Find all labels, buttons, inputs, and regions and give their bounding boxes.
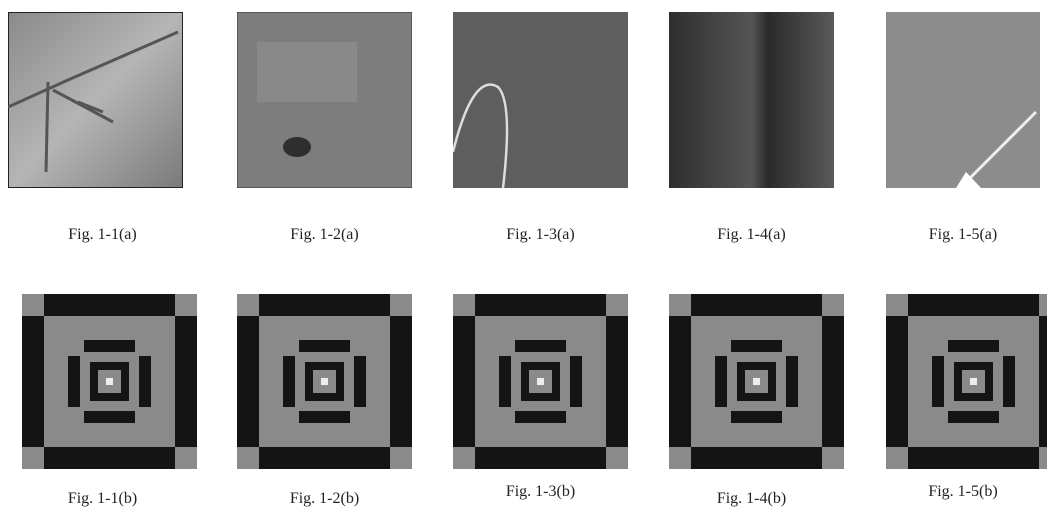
pattern-image (886, 294, 1047, 469)
figure-panel: Fig. 1-1(a) Fig. 1-2(a) Fig. 1-3(a) Fig. 1-… (0, 0, 1047, 513)
texture-photo (669, 12, 834, 188)
figure-caption: Fig. 1-1(b) (13, 490, 193, 508)
texture-photo (886, 12, 1040, 188)
figure-caption: Fig. 1-4(b) (662, 490, 842, 508)
texture-photo (453, 12, 628, 188)
figure-caption: Fig. 1-2(a) (235, 226, 415, 244)
figure-caption: Fig. 1-5(a) (873, 226, 1047, 244)
pattern-image (237, 294, 412, 469)
pattern-image (22, 294, 197, 469)
pattern-image (669, 294, 844, 469)
texture-photo (8, 12, 183, 188)
figure-caption: Fig. 1-4(a) (662, 226, 842, 244)
figure-caption: Fig. 1-3(b) (451, 483, 631, 501)
figure-caption: Fig. 1-2(b) (235, 490, 415, 508)
figure-caption: Fig. 1-1(a) (13, 226, 193, 244)
texture-photo (237, 12, 412, 188)
figure-caption: Fig. 1-5(b) (873, 483, 1047, 501)
pattern-image (453, 294, 628, 469)
figure-caption: Fig. 1-3(a) (451, 226, 631, 244)
